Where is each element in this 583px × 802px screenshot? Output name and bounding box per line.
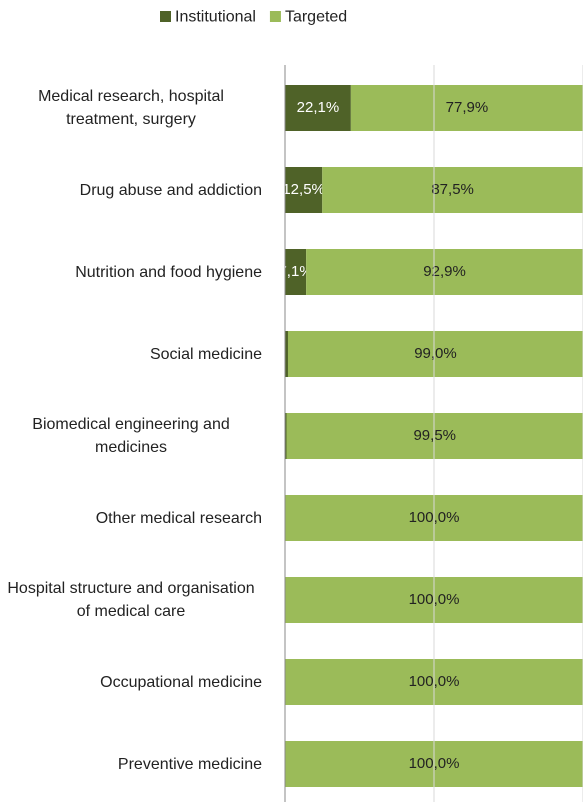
data-label: 22,1% <box>297 99 340 116</box>
bar-segment <box>287 331 583 377</box>
category-label-box: Occupational medicine <box>0 652 262 712</box>
category-label: Other medical research <box>95 509 262 527</box>
bar-segment <box>285 167 323 213</box>
legend-swatch <box>160 11 171 22</box>
category-label: Hospital structure and organisation of m… <box>7 580 255 620</box>
category-label-box: Medical research, hospital treatment, su… <box>0 78 262 138</box>
data-label: 7,1% <box>278 263 312 280</box>
category-label: Preventive medicine <box>117 755 262 773</box>
legend-label: Targeted <box>285 9 347 26</box>
category-label-box: Biomedical engineering and medicines <box>0 406 262 466</box>
bar-segment <box>285 249 307 295</box>
category-label-box: Social medicine <box>0 324 262 384</box>
category-label-box: Hospital structure and organisation of m… <box>0 570 262 630</box>
bar-segment <box>285 85 351 131</box>
legend-swatch <box>269 11 281 22</box>
bar-segment <box>286 413 583 459</box>
data-label: 99,5% <box>413 427 456 444</box>
category-label: Occupational medicine <box>100 673 262 691</box>
bar-segment <box>350 85 583 131</box>
category-label-box: Nutrition and food hygiene <box>0 242 262 302</box>
category-label: Drug abuse and addiction <box>79 181 262 199</box>
category-label: Social medicine <box>149 345 262 363</box>
bar-segment <box>322 167 583 213</box>
category-label-box: Other medical research <box>0 488 262 548</box>
legend-label: Institutional <box>175 9 256 26</box>
category-label: Nutrition and food hygiene <box>75 263 262 281</box>
category-label: Biomedical engineering and medicines <box>32 416 230 456</box>
bar-segment <box>285 331 288 377</box>
data-label: 12,5% <box>282 181 325 198</box>
data-label: 87,5% <box>431 181 474 198</box>
data-label: 77,9% <box>446 99 489 116</box>
bar-segment <box>285 413 287 459</box>
category-label-box: Preventive medicine <box>0 734 262 794</box>
category-label-box: Drug abuse and addiction <box>0 160 262 220</box>
bar-segment <box>306 249 583 295</box>
category-label: Medical research, hospital treatment, su… <box>38 88 224 128</box>
data-label: 99,0% <box>414 345 457 362</box>
data-label: 92,9% <box>423 263 466 280</box>
